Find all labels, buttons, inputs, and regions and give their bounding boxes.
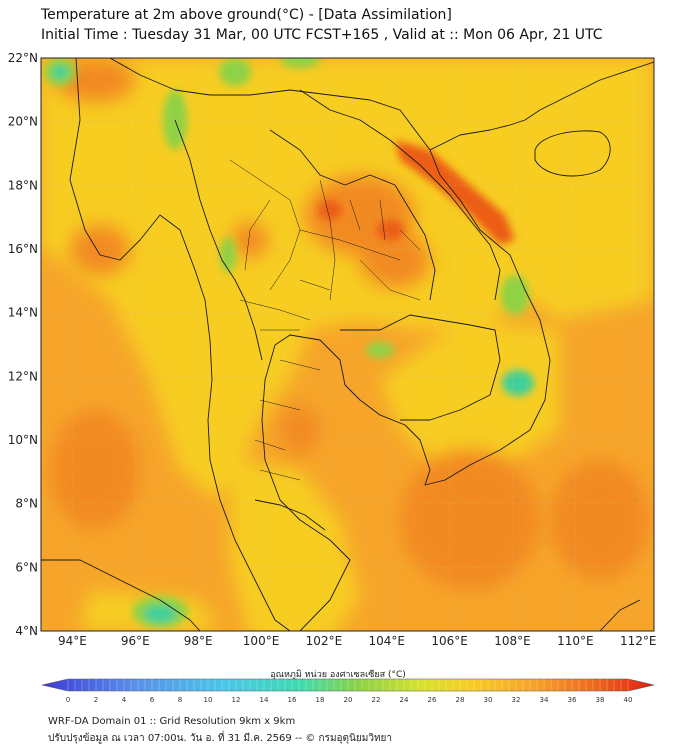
longitude-tick-label: 112°E [620, 634, 657, 648]
longitude-tick-label: 98°E [184, 634, 213, 648]
longitude-tick-label: 96°E [121, 634, 150, 648]
colorbar-tick-label: 22 [372, 696, 381, 704]
colorbar: 0 2 4 6 8 10 12 14 16 18 20 22 24 26 28 30 32 34 36 38 40 [41, 678, 655, 704]
latitude-tick-label: 8°N [15, 497, 38, 511]
latitude-tick-label: 4°N [15, 624, 38, 638]
colorbar-tick-label: 0 [66, 696, 70, 704]
longitude-tick-label: 106°E [431, 634, 468, 648]
coastline-hainan [534, 130, 611, 177]
longitude-tick-label: 104°E [369, 634, 406, 648]
border-thailand-malaysia [254, 499, 326, 531]
colorbar-tick-label: 28 [456, 696, 465, 704]
latitude-axis: 22°N 20°N 18°N 16°N 14°N 12°N 10°N 8°N 6°N 4°N [8, 51, 38, 638]
colorbar-ticks: 0 2 4 6 8 10 12 14 16 18 20 22 24 26 28 30 32 34 36 38 40 [66, 679, 633, 704]
latitude-tick-label: 18°N [8, 178, 38, 192]
longitude-axis: 94°E 96°E 98°E 100°E 102°E 104°E 106°E 108°E 110… [58, 634, 657, 648]
latitude-tick-label: 14°N [8, 306, 38, 320]
map-subtitle: Initial Time : Tuesday 31 Mar, 00 UTC FC… [41, 27, 603, 43]
latitude-tick-label: 12°N [8, 369, 38, 383]
colorbar-tick-label: 10 [204, 696, 213, 704]
borneo-coast [599, 599, 641, 631]
longitude-tick-label: 102°E [306, 634, 343, 648]
latitude-tick-label: 10°N [8, 433, 38, 447]
border-cambodia [340, 314, 501, 421]
latitude-tick-label: 16°N [8, 242, 38, 256]
border-china [109, 58, 431, 151]
colorbar-tick-label: 32 [512, 696, 521, 704]
colorbar-tick-label: 2 [94, 696, 98, 704]
latitude-tick-label: 20°N [8, 115, 38, 129]
longitude-tick-label: 110°E [557, 634, 594, 648]
colorbar-tick-label: 16 [288, 696, 297, 704]
latitude-tick-label: 22°N [8, 51, 38, 65]
colorbar-tick-label: 38 [596, 696, 605, 704]
colorbar-tick-label: 36 [568, 696, 577, 704]
longitude-tick-label: 108°E [494, 634, 531, 648]
coastline-gulf-of-thailand [261, 149, 551, 631]
coastline-vietnam-north [429, 61, 654, 151]
colorbar-tick-label: 18 [316, 696, 325, 704]
colorbar-tick-label: 6 [150, 696, 155, 704]
colorbar-tick-label: 14 [260, 696, 269, 704]
map-frame [40, 57, 655, 632]
border-myanmar-thailand [174, 119, 263, 361]
border-laos-vietnam [299, 89, 501, 301]
colorbar-tick-label: 8 [178, 696, 182, 704]
temperature-field [41, 58, 654, 631]
colorbar-tick-label: 40 [624, 696, 633, 704]
province-lines-1 [229, 159, 401, 321]
latitude-tick-label: 6°N [15, 560, 38, 574]
sumatra-coast [41, 559, 201, 631]
footer-update-info: ปรับปรุงข้อมูล ณ เวลา 07:00น. วัน อ. ที่… [48, 733, 393, 744]
coastlines-and-borders [41, 58, 654, 631]
colorbar-tick-label: 26 [428, 696, 437, 704]
coastline-bay-of-bengal [69, 58, 291, 631]
border-thailand-laos [269, 129, 436, 301]
province-lines-2 [254, 199, 421, 481]
map-figure: 22°N 20°N 18°N 16°N 14°N 12°N 10°N 8°N 6°N 4°N 94… [8, 51, 657, 648]
colorbar-tick-label: 24 [400, 696, 409, 704]
colorbar-tick-label: 30 [484, 696, 493, 704]
footer-model-info: WRF-DA Domain 01 :: Grid Resolution 9km … [48, 716, 296, 727]
longitude-tick-label: 100°E [243, 634, 280, 648]
colorbar-title: อุณหภูมิ หน่วย องศาเซลเซียส (°C) [270, 670, 406, 680]
colorbar-tick-label: 4 [122, 696, 127, 704]
colorbar-tick-label: 20 [344, 696, 353, 704]
longitude-tick-label: 94°E [58, 634, 87, 648]
colorbar-tick-label: 12 [232, 696, 241, 704]
map-title: Temperature at 2m above ground(°C) - [Da… [41, 7, 452, 23]
colorbar-tick-label: 34 [540, 696, 549, 704]
